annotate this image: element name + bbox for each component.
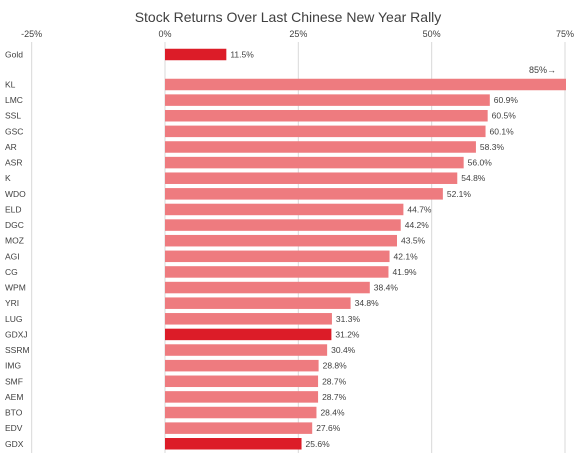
- bar-smf: [165, 375, 319, 388]
- value-label: 44.2%: [405, 220, 430, 230]
- bar-agi: [165, 250, 390, 263]
- value-label: 27.6%: [316, 423, 341, 433]
- value-label: 31.2%: [335, 329, 360, 339]
- category-label: CG: [5, 267, 18, 277]
- value-label: 60.9%: [494, 95, 519, 105]
- value-label: 28.8%: [323, 361, 348, 371]
- category-labels: Gold KL LMC SSL GSC AR ASR K WDO ELD DGC MOZ AGI CG WP…: [5, 50, 30, 449]
- category-label: BTO: [5, 408, 23, 418]
- category-label: SSRM: [5, 345, 30, 355]
- bar-wpm: [165, 281, 370, 294]
- bar-moz: [165, 234, 397, 247]
- bar-eld: [165, 203, 404, 216]
- value-label: 44.7%: [407, 204, 432, 214]
- bar-img: [165, 359, 319, 372]
- chart-title: Stock Returns Over Last Chinese New Year…: [135, 9, 442, 25]
- value-label: 60.1%: [490, 126, 515, 136]
- bar-gsc: [165, 125, 486, 138]
- value-label: 28.7%: [322, 392, 347, 402]
- x-tick-label: -25%: [21, 29, 42, 39]
- value-label: 54.8%: [461, 173, 486, 183]
- bar-aem: [165, 391, 319, 403]
- overflow-annotation: 85%→: [529, 65, 556, 75]
- x-tick-label: 0%: [158, 29, 171, 39]
- category-label: LUG: [5, 314, 22, 324]
- value-label: 34.8%: [355, 298, 380, 308]
- bars: [165, 48, 566, 450]
- value-label: 42.1%: [394, 251, 419, 261]
- category-label: ELD: [5, 204, 22, 214]
- category-label: LMC: [5, 95, 23, 105]
- bar-dgc: [165, 219, 401, 231]
- bar-gdx: [165, 438, 302, 450]
- value-label: 60.5%: [492, 111, 517, 121]
- category-label: Gold: [5, 50, 23, 60]
- category-label: GSC: [5, 126, 23, 136]
- value-label: 25.6%: [306, 439, 331, 449]
- bar-k: [165, 172, 458, 184]
- value-labels: 11.5% 60.9% 60.5% 60.1% 58.3% 56.0% 54.8% 52.1%…: [230, 50, 518, 449]
- value-label: 28.7%: [322, 376, 347, 386]
- value-label: 41.9%: [392, 267, 417, 277]
- bar-bto: [165, 406, 317, 419]
- category-label: AGI: [5, 251, 20, 261]
- category-label: KL: [5, 80, 16, 90]
- value-label: 11.5%: [230, 50, 254, 60]
- category-label: GDX: [5, 439, 24, 449]
- bar-cg: [165, 266, 389, 278]
- bar-ar: [165, 141, 476, 153]
- bar-gold: [165, 48, 227, 61]
- category-label: AEM: [5, 392, 23, 402]
- x-tick-label: 50%: [423, 29, 441, 39]
- value-label: 38.4%: [374, 283, 399, 293]
- bar-gdxj: [165, 328, 332, 341]
- bar-yri: [165, 297, 351, 309]
- value-label: 58.3%: [480, 142, 505, 152]
- category-label: WDO: [5, 189, 26, 199]
- value-label: 31.3%: [336, 314, 361, 324]
- category-label: ASR: [5, 158, 22, 168]
- category-label: EDV: [5, 423, 23, 433]
- bar-asr: [165, 156, 464, 169]
- category-label: AR: [5, 142, 17, 152]
- x-tick-label: 25%: [289, 29, 307, 39]
- x-tick-label: 75%: [556, 29, 574, 39]
- category-label: WPM: [5, 283, 26, 293]
- bar-ssrm: [165, 344, 328, 356]
- value-label: 43.5%: [401, 236, 426, 246]
- bar-lmc: [165, 94, 490, 106]
- category-label: DGC: [5, 220, 24, 230]
- bar-wdo: [165, 188, 443, 200]
- bar-edv: [165, 422, 313, 434]
- bar-ssl: [165, 109, 488, 122]
- category-label: K: [5, 173, 11, 183]
- x-axis-ticks: -25% 0% 25% 50% 75%: [21, 29, 574, 39]
- value-label: 52.1%: [447, 189, 472, 199]
- category-label: MOZ: [5, 236, 24, 246]
- category-label: SMF: [5, 376, 23, 386]
- category-label: IMG: [5, 361, 21, 371]
- value-label: 28.4%: [320, 408, 345, 418]
- bar-kl: [165, 78, 566, 91]
- category-label: GDXJ: [5, 329, 28, 339]
- value-label: 56.0%: [468, 158, 493, 168]
- value-label: 30.4%: [331, 345, 356, 355]
- category-label: YRI: [5, 298, 19, 308]
- bar-lug: [165, 313, 332, 325]
- category-label: SSL: [5, 111, 21, 121]
